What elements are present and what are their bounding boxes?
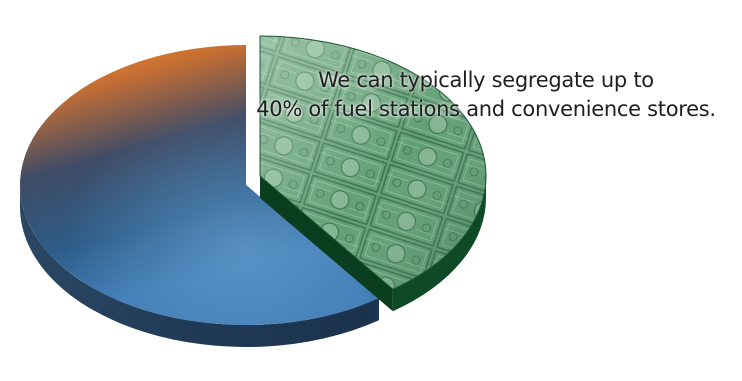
caption-line-1: We can typically segregate up to	[318, 68, 654, 92]
chart-caption: We can typically segregate up to 40% of …	[236, 66, 736, 124]
pie-slice-main-shine	[20, 45, 379, 325]
pie-slice-highlight-shade	[260, 36, 487, 290]
pie-slice-highlight-outline	[259, 35, 487, 290]
pie-slice-main-side	[20, 185, 379, 347]
pie-slice-highlight-cut-face	[260, 176, 393, 312]
caption-line-2: 40% of fuel stations and convenience sto…	[256, 97, 716, 121]
